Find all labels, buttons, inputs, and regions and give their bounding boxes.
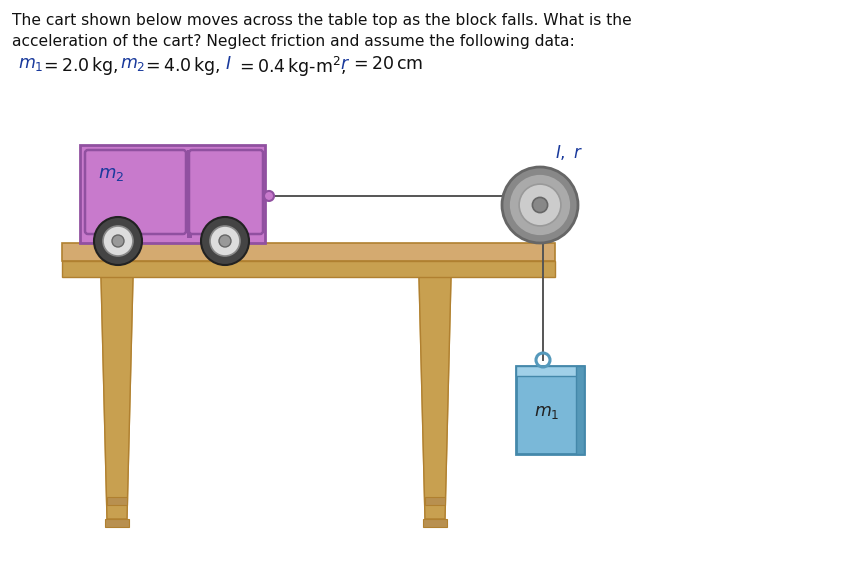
FancyBboxPatch shape [85, 150, 186, 234]
Text: $r$: $r$ [340, 55, 350, 73]
Circle shape [219, 235, 231, 247]
Bar [107, 497, 127, 505]
Text: acceleration of the cart? Neglect friction and assume the following data:: acceleration of the cart? Neglect fricti… [12, 34, 575, 49]
Text: The cart shown below moves across the table top as the block falls. What is the: The cart shown below moves across the ta… [12, 13, 632, 28]
Bar [423, 519, 447, 527]
Bar [62, 243, 555, 261]
Circle shape [103, 226, 133, 256]
Circle shape [509, 174, 571, 236]
Polygon shape [419, 277, 451, 519]
Text: $m_2$: $m_2$ [120, 55, 145, 73]
Text: $= 20\,\mathrm{cm}$: $= 20\,\mathrm{cm}$ [350, 55, 423, 73]
Text: $= 0.4\,\mathrm{kg\text{-}m}^2,$: $= 0.4\,\mathrm{kg\text{-}m}^2,$ [236, 55, 346, 79]
Circle shape [94, 217, 142, 265]
Circle shape [502, 167, 578, 243]
Polygon shape [101, 277, 133, 519]
Circle shape [112, 235, 124, 247]
Bar [516, 366, 584, 376]
Bar [187, 150, 192, 238]
Text: $= 2.0\,\mathrm{kg},$: $= 2.0\,\mathrm{kg},$ [40, 55, 119, 77]
Text: $I,\ r$: $I,\ r$ [555, 143, 583, 162]
FancyBboxPatch shape [189, 150, 263, 234]
Text: $I$: $I$ [225, 55, 232, 73]
Text: $m_1$: $m_1$ [18, 55, 44, 73]
Circle shape [210, 226, 240, 256]
Bar [62, 261, 555, 277]
Circle shape [201, 217, 249, 265]
Bar [80, 145, 265, 243]
Text: $= 4.0\,\mathrm{kg},$: $= 4.0\,\mathrm{kg},$ [142, 55, 221, 77]
Text: $m_2$: $m_2$ [98, 165, 124, 183]
Bar [105, 519, 129, 527]
Circle shape [519, 184, 561, 226]
Text: $m_1$: $m_1$ [534, 403, 559, 421]
Bar [575, 366, 584, 454]
Bar [516, 366, 584, 454]
Bar [425, 497, 445, 505]
Circle shape [533, 198, 547, 212]
Circle shape [264, 191, 274, 201]
